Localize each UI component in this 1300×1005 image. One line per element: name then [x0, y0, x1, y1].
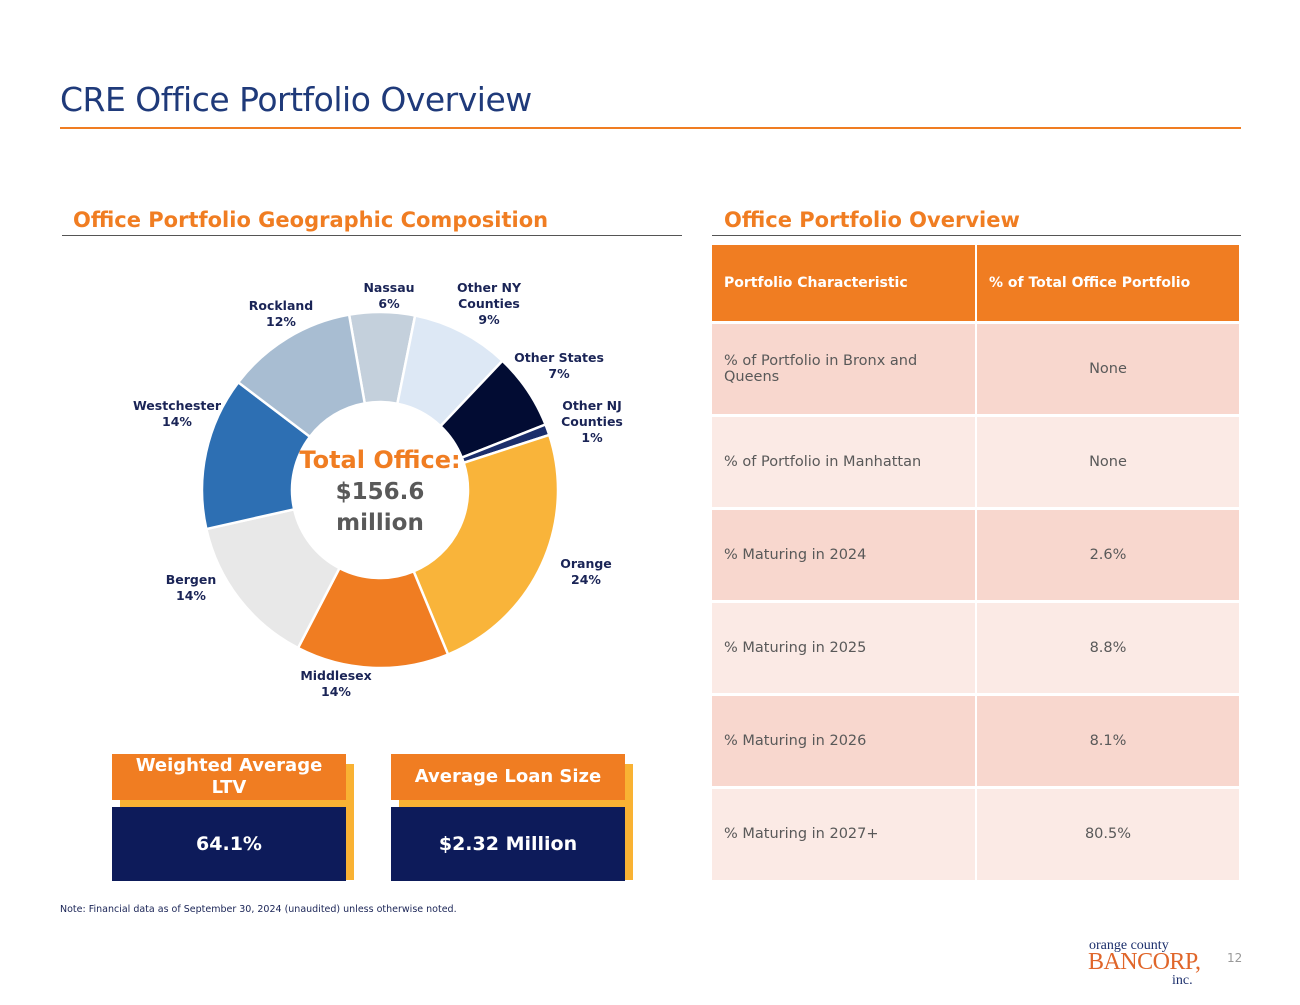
table-header-row: Portfolio Characteristic % of Total Offi…: [712, 245, 1241, 322]
column-header: Portfolio Characteristic: [712, 245, 977, 322]
geo-section-divider: [62, 235, 682, 236]
center-label-amount: $156.6: [336, 479, 425, 505]
characteristic-cell: % Maturing in 2025: [712, 599, 977, 694]
kpi-label: Weighted Average LTV: [112, 754, 346, 800]
slice-label: Other States 7%: [514, 350, 604, 381]
kpi-value: 64.1%: [112, 807, 346, 881]
slice-label: Nassau 6%: [363, 280, 414, 311]
characteristic-cell: % of Portfolio in Manhattan: [712, 413, 977, 508]
percent-cell: None: [976, 413, 1241, 508]
table-row: % Maturing in 2025 8.8%: [712, 599, 1241, 694]
page-title: CRE Office Portfolio Overview: [60, 80, 532, 119]
overview-section-divider: [712, 235, 1241, 236]
slice-label: Middlesex 14%: [300, 668, 371, 699]
slice-label: Other NJ Counties 1%: [561, 398, 623, 445]
kpi-value: $2.32 Million: [391, 807, 625, 881]
percent-cell: 80.5%: [976, 785, 1241, 880]
percent-cell: 8.1%: [976, 692, 1241, 787]
geo-section-title: Office Portfolio Geographic Composition: [73, 208, 549, 232]
svg-text:BANCORP,: BANCORP,: [1088, 949, 1201, 975]
table-row: % Maturing in 2026 8.1%: [712, 692, 1241, 787]
svg-text:orange county: orange county: [1089, 938, 1169, 953]
slice-label: Other NY Counties 9%: [457, 280, 522, 327]
table-row: % Maturing in 2027+ 80.5%: [712, 785, 1241, 880]
slice-orange: [412, 433, 560, 657]
table-row: % of Portfolio in Bronx and Queens None: [712, 320, 1241, 415]
page-number: 12: [1227, 951, 1243, 965]
svg-text:inc.: inc.: [1172, 973, 1193, 986]
characteristic-cell: % Maturing in 2027+: [712, 785, 977, 880]
slice-label: Westchester 14%: [133, 398, 222, 429]
center-label-unit: million: [336, 510, 424, 536]
column-header: % of Total Office Portfolio: [976, 245, 1241, 322]
kpi-label: Average Loan Size: [391, 754, 625, 800]
slice-label: Bergen 14%: [166, 572, 217, 603]
percent-cell: 8.8%: [976, 599, 1241, 694]
characteristic-cell: % Maturing in 2024: [712, 506, 977, 601]
center-label-title: Total Office:: [299, 446, 460, 474]
kpi-average-loan-size: Average Loan Size $2.32 Million: [391, 754, 633, 882]
orange-county-bancorp-logo: orange county BANCORP, inc.: [1088, 938, 1201, 986]
geographic-donut-chart: Nassau 6% Other NY Counties 9% Other States 7%…: [133, 280, 623, 699]
percent-cell: 2.6%: [976, 506, 1241, 601]
slice-rockland: [236, 313, 367, 439]
characteristic-cell: % of Portfolio in Bronx and Queens: [712, 320, 977, 415]
overview-section-title: Office Portfolio Overview: [724, 208, 1020, 232]
slice-label: Orange 24%: [560, 556, 612, 587]
percent-cell: None: [976, 320, 1241, 415]
title-divider: [60, 127, 1241, 129]
kpi-weighted-ltv: Weighted Average LTV 64.1%: [112, 754, 354, 882]
characteristic-cell: % Maturing in 2026: [712, 692, 977, 787]
slice-label: Rockland 12%: [249, 298, 314, 329]
footnote: Note: Financial data as of September 30,…: [60, 904, 457, 915]
table-row: % Maturing in 2024 2.6%: [712, 506, 1241, 601]
table-row: % of Portfolio in Manhattan None: [712, 413, 1241, 508]
portfolio-overview-table: Portfolio Characteristic % of Total Offi…: [712, 245, 1241, 880]
